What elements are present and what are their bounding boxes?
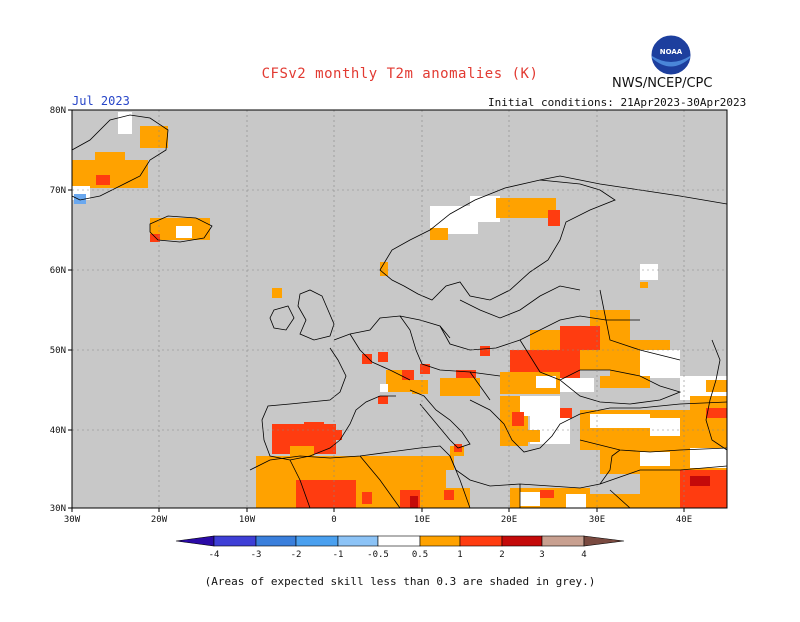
lon-label: 10W [239,515,256,525]
lon-label: 30W [64,515,81,525]
map-frame [71,109,728,509]
colorbar-label: 2 [499,550,504,560]
colorbar-label: 3 [539,550,544,560]
colorbar-label: -3 [251,550,262,560]
lon-label: 40E [676,515,692,525]
noaa-logo: NOAA [650,34,692,76]
skill-footnote: (Areas of expected skill less than 0.3 a… [204,575,596,588]
colorbar [175,535,625,547]
longitude-labels: 30W 20W 10W 0 10E 20E 30E 40E [64,515,692,525]
agency-label: NWS/NCEP/CPC [612,76,713,91]
lon-label: 20E [501,515,517,525]
latitude-labels: 80N 70N 60N 50N 40N 30N [50,106,66,514]
lat-label: 30N [50,504,66,514]
colorbar-labels: -4 -3 -2 -1 -0.5 0.5 1 2 3 4 [209,550,587,560]
lon-label: 10E [414,515,430,525]
initial-conditions: Initial conditions: 21Apr2023-30Apr2023 [488,96,747,109]
lat-label: 80N [50,106,66,116]
coastlines [72,114,727,508]
colorbar-label: -1 [333,550,344,560]
colorbar-max-arrow [583,535,625,547]
colorbar-label: 1 [457,550,462,560]
forecast-month: Jul 2023 [72,94,130,108]
graticule [72,110,727,508]
colorbar-label: 4 [581,550,586,560]
colorbar-label: 0.5 [412,550,428,560]
lat-label: 40N [50,426,66,436]
lon-label: 0 [331,515,336,525]
lon-label: 20W [151,515,168,525]
colorbar-label: -0.5 [367,550,389,560]
noaa-logo-text: NOAA [660,48,683,56]
lat-label: 50N [50,346,66,356]
lon-label: 30E [589,515,605,525]
colorbar-min-arrow [175,535,215,547]
lat-label: 60N [50,266,66,276]
lat-label: 70N [50,186,66,196]
colorbar-label: -2 [291,550,302,560]
colorbar-label: -4 [209,550,220,560]
map-title: CFSv2 monthly T2m anomalies (K) [261,66,539,82]
anomaly-shading [72,112,727,508]
